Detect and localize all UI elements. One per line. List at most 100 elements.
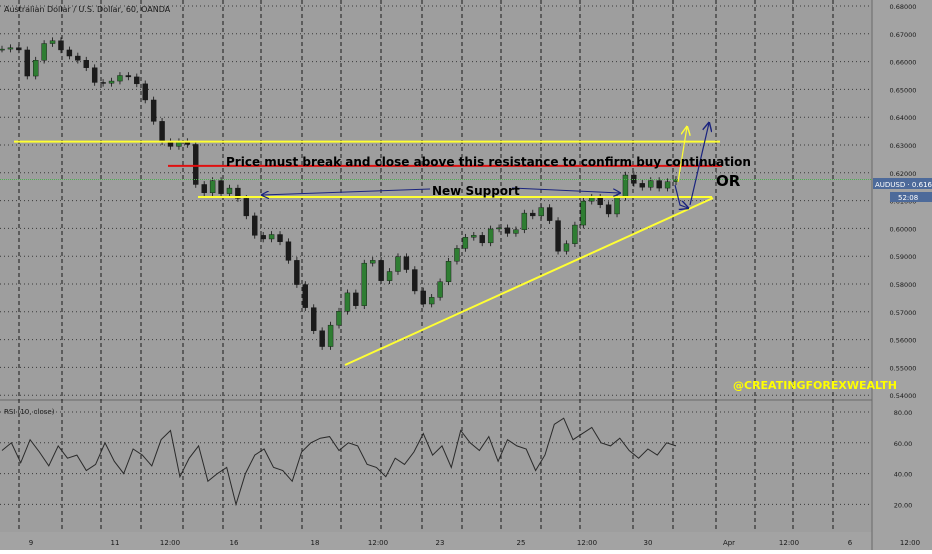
time-tick-label: 12:00 — [900, 539, 920, 547]
candle-body — [403, 256, 410, 270]
rsi-tick-label: 80.00 — [894, 409, 913, 417]
candle-body — [437, 281, 443, 298]
price-series — [0, 37, 679, 350]
price-tick-label: 0.63000 — [890, 142, 917, 150]
rsi-line — [1, 417, 677, 507]
time-tick-label: 12:00 — [160, 539, 180, 547]
time-axis-ticks: 9 11 12:00 16 18 12:00 23 25 12:00 30 Apr 12:00 6 12:… — [29, 539, 920, 547]
time-tick-label: 6 — [848, 539, 853, 547]
time-tick-label: 23 — [436, 539, 445, 547]
candle-body — [370, 260, 376, 264]
support-note: New Support — [432, 184, 520, 198]
candle-body — [268, 234, 275, 240]
candle-body — [454, 248, 460, 262]
rsi-tick-label: 20.00 — [894, 501, 913, 509]
candle-body — [445, 261, 452, 282]
candle-body — [33, 60, 39, 77]
price-tick-label: 0.58000 — [890, 281, 917, 289]
candle-body — [487, 228, 494, 244]
candle-body — [555, 220, 561, 252]
candle-body — [504, 227, 511, 234]
watermark: @CREATINGFOREXWEALTH — [733, 379, 897, 392]
retest-arrow — [674, 184, 688, 208]
rsi-tick-label: 60.00 — [894, 440, 913, 448]
time-tick-label: 11 — [111, 539, 120, 547]
time-tick-label: 30 — [644, 539, 653, 547]
candle-body — [201, 184, 207, 194]
time-tick-label: 12:00 — [577, 539, 597, 547]
candle-body — [521, 212, 528, 230]
candle-body — [277, 234, 283, 242]
candle-body — [66, 49, 73, 57]
candle-body — [226, 187, 233, 194]
candle-body — [462, 237, 469, 249]
candle-body — [193, 144, 199, 185]
symbol-title: Australian Dollar / U.S. Dollar, 60, OAN… — [4, 5, 171, 14]
candle-body — [622, 174, 629, 198]
candle-body — [344, 292, 351, 312]
time-tick-label: 18 — [311, 539, 320, 547]
price-tick-label: 0.68000 — [890, 3, 917, 11]
candle-body — [58, 40, 64, 51]
bounce-arrow — [689, 123, 709, 206]
candle-body — [294, 260, 300, 285]
candle-body — [648, 180, 654, 188]
candle-body — [614, 197, 620, 215]
time-tick-label: 12:00 — [368, 539, 388, 547]
session-lines — [18, 0, 834, 532]
candle-body — [108, 80, 115, 84]
candle-body — [479, 235, 485, 244]
time-tick-label: Apr — [723, 539, 735, 547]
candle-body — [243, 198, 250, 217]
price-tick-label: 0.66000 — [890, 59, 917, 67]
candle-body — [49, 40, 56, 44]
candle-body — [125, 75, 132, 78]
candle-body — [664, 181, 671, 189]
candle-body — [395, 256, 401, 272]
candle-body — [75, 55, 81, 61]
candle-body — [150, 99, 157, 122]
rsi-axis-ticks: 80.00 60.00 40.00 20.00 — [0, 409, 912, 509]
candle-body — [319, 330, 325, 347]
support-arrow-right — [511, 187, 620, 193]
candle-body — [530, 212, 536, 217]
current-price-label: AUDUSD · 0.61676 — [875, 181, 932, 189]
candle-body — [260, 235, 266, 240]
price-tick-label: 0.67000 — [890, 31, 917, 39]
candle-body — [563, 243, 570, 252]
candle-body — [428, 297, 435, 305]
price-tick-label: 0.65000 — [890, 86, 917, 94]
candle-body — [134, 76, 140, 85]
or-note: OR — [716, 172, 741, 190]
time-tick-label: 25 — [517, 539, 526, 547]
ascending-trendline — [344, 197, 714, 366]
candle-body — [538, 207, 544, 217]
price-tick-label: 0.56000 — [890, 337, 917, 345]
candle-body — [353, 292, 359, 306]
resistance-note: Price must break and close above this re… — [226, 155, 751, 169]
time-tick-label: 9 — [29, 539, 33, 547]
candle-body — [252, 215, 258, 236]
candle-body — [378, 260, 384, 281]
price-tick-label: 0.54000 — [890, 392, 917, 400]
support-arrow-left — [262, 188, 431, 195]
candle-body — [336, 311, 342, 326]
candle-body — [327, 324, 334, 347]
candle-body — [218, 180, 224, 194]
candle-body — [412, 269, 418, 292]
candle-body — [285, 241, 292, 261]
candle-body — [546, 207, 553, 221]
candle-body — [361, 262, 367, 306]
candle-body — [597, 197, 603, 205]
candle-body — [117, 75, 123, 82]
price-tick-label: 0.62000 — [890, 170, 917, 178]
candle-body — [235, 187, 241, 199]
breakout-arrow — [677, 127, 687, 183]
candle-body — [471, 235, 477, 238]
time-tick-label: 12:00 — [779, 539, 799, 547]
price-tick-label: 0.60000 — [890, 225, 917, 233]
candle-body — [513, 229, 519, 234]
candle-body — [302, 284, 308, 308]
candle-body — [311, 307, 317, 331]
